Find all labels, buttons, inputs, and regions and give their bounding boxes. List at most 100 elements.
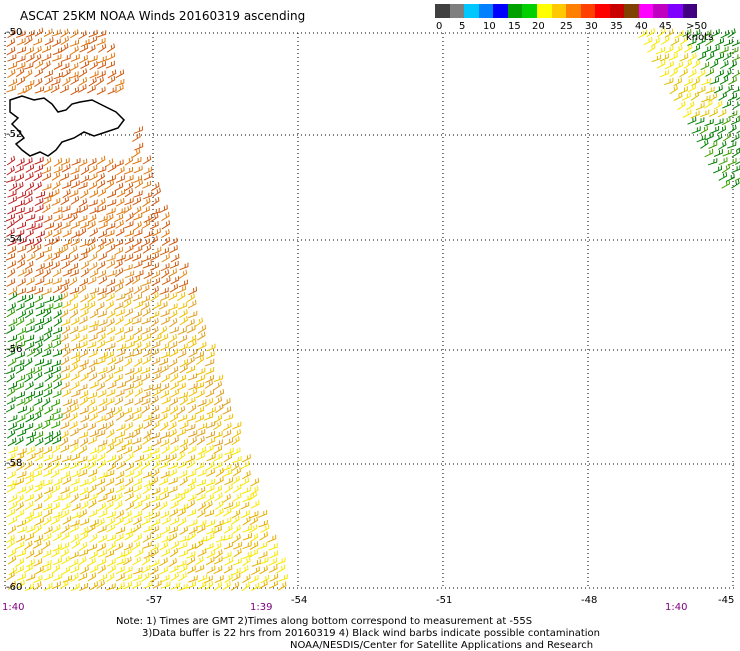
wind-barb [180,316,188,325]
wind-barb [107,244,115,252]
wind-barb [132,254,140,262]
wind-barb [90,533,97,542]
wind-barb [45,373,53,382]
wind-barb [36,231,44,238]
wind-barb [43,288,52,295]
wind-barb [26,391,34,398]
wind-barb [107,286,115,294]
wind-barb [178,542,187,549]
wind-barb [144,511,153,518]
wind-barb [6,325,14,333]
wind-barb [98,270,106,278]
wind-barb [678,101,686,110]
lat-label: -50 [6,27,22,38]
wind-barb [142,404,150,413]
wind-barb [52,360,61,367]
wind-barb [177,292,185,301]
wind-barb [168,462,177,469]
wind-barb [90,287,99,294]
wind-barb [682,92,690,100]
wind-barb [216,535,225,542]
wind-barb [8,555,16,564]
wind-barb [26,223,35,230]
wind-barb [35,198,43,206]
wind-barb [88,200,97,207]
wind-barb [168,486,177,493]
wind-barb [53,327,62,334]
lat-label: -58 [6,458,22,469]
wind-barb [33,470,41,477]
wind-barb [162,445,170,454]
wind-barb [116,175,124,183]
wind-barb [35,157,44,164]
wind-barb [8,438,16,446]
wind-barb [60,334,68,342]
wind-barb [161,548,169,556]
wind-barb [142,317,151,324]
wind-barb [142,461,150,470]
colorbar-swatch [683,4,698,18]
wind-barb [18,526,27,533]
lat-label: -60 [6,582,22,593]
wind-barb [106,343,115,350]
wind-barb [61,254,70,261]
wind-barb [269,558,277,566]
colorbar-swatch [595,4,610,18]
colorbar-swatch [624,4,639,18]
wind-barb [6,535,14,543]
wind-barb [81,268,89,277]
wind-barb [80,566,88,574]
wind-barb [231,516,239,525]
wind-barb [125,237,133,245]
wind-barb [25,533,33,541]
wind-barb [153,247,161,255]
wind-barb [187,397,195,405]
wind-barb [135,388,143,397]
wind-barb [705,149,713,157]
wind-barb [79,198,87,207]
wind-barb [34,549,42,557]
wind-barb [17,398,25,406]
wind-barb [89,165,97,173]
wind-barb [70,439,78,446]
wind-barb [80,479,88,486]
wind-barb [62,164,70,172]
wind-barb [117,382,126,389]
wind-barb [89,373,97,381]
wind-barb [161,431,170,438]
wind-barb [170,284,178,293]
wind-barb [79,350,87,358]
wind-barb [133,206,141,215]
wind-barb [35,294,43,302]
wind-barb [737,125,740,134]
wind-barb [70,63,78,71]
wind-barb [51,421,59,428]
wind-barb [106,389,114,396]
wind-barb [7,206,15,214]
wind-barb [153,438,161,446]
wind-barb [62,181,70,188]
wind-barb [9,516,17,524]
note-line-3: NOAA/NESDIS/Center for Satellite Applica… [290,640,593,651]
wind-barb [43,61,51,70]
wind-barb [243,542,252,549]
wind-barb [153,366,161,373]
wind-barb [97,261,105,270]
wind-barb [117,207,125,214]
wind-barb [133,197,141,205]
wind-barb [179,309,187,317]
wind-barb [205,367,213,374]
wind-barb [170,373,178,382]
wind-barb [88,293,96,302]
wind-barb [125,422,133,431]
wind-barb [115,501,123,510]
wind-barb [215,508,223,516]
wind-barb [27,286,36,293]
wind-barb [169,558,177,567]
wind-barb [162,220,170,229]
wind-barb [89,173,97,181]
wind-barb [277,565,285,573]
wind-barb [169,310,177,319]
wind-barb [78,285,85,294]
wind-barb [98,440,107,447]
